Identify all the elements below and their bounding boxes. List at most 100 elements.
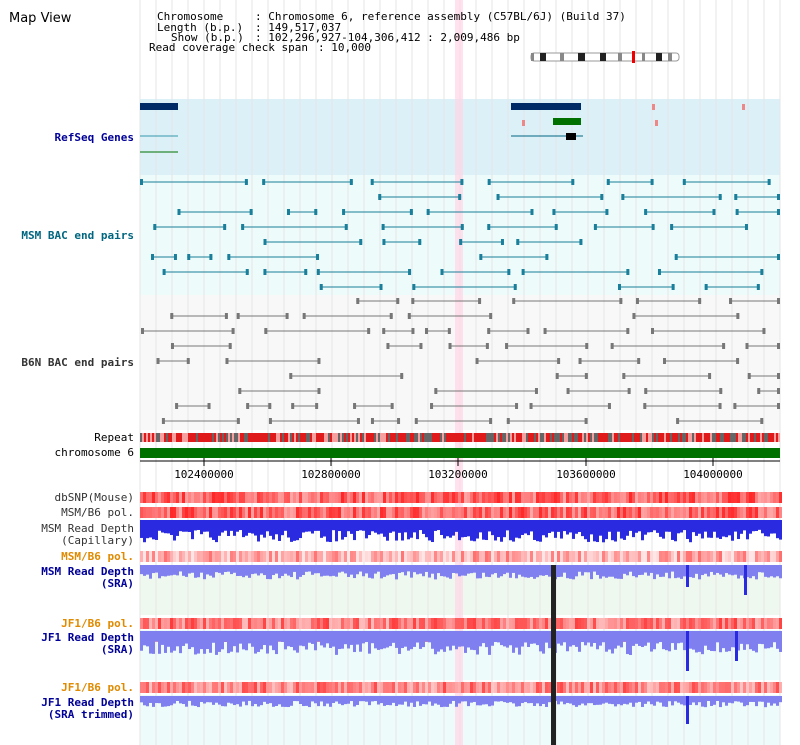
track-label-msm-bac[interactable]: MSM BAC end pairs xyxy=(21,229,134,242)
repeat-bar xyxy=(442,433,444,442)
repeat-bar xyxy=(516,433,518,442)
depth-bar xyxy=(530,565,533,577)
pol-strip xyxy=(290,492,293,503)
depth-bar xyxy=(284,631,287,650)
pol-strip xyxy=(218,618,221,629)
depth-bar xyxy=(362,696,365,702)
track-label-jf1-depth-trimmed[interactable]: JF1 Read Depth xyxy=(41,696,134,709)
repeat-bar xyxy=(240,433,242,442)
track-label-jf1-b6-pol-2[interactable]: JF1/B6 pol. xyxy=(61,681,134,694)
bac-end xyxy=(460,224,464,230)
depth-bar xyxy=(482,631,485,644)
pol-strip xyxy=(314,618,317,629)
repeat-bar xyxy=(416,433,418,442)
bac-end xyxy=(419,343,423,349)
depth-bar xyxy=(533,520,536,540)
pol-strip xyxy=(761,507,764,518)
depth-bar xyxy=(506,565,509,573)
depth-bar xyxy=(422,565,425,577)
repeat-bar xyxy=(616,433,618,442)
track-label-msm-b6-pol-1[interactable]: MSM/B6 pol. xyxy=(61,506,134,519)
depth-bar xyxy=(755,631,758,653)
pol-strip xyxy=(287,618,290,629)
pol-strip xyxy=(395,551,398,562)
pol-strip xyxy=(158,492,161,503)
pol-strip xyxy=(413,618,416,629)
pol-strip xyxy=(272,492,275,503)
pol-strip xyxy=(542,682,545,693)
repeat-bar xyxy=(410,433,412,442)
repeat-bar xyxy=(572,433,574,442)
depth-bar xyxy=(539,565,542,576)
depth-bar xyxy=(521,565,524,577)
bac-end xyxy=(224,313,228,319)
depth-bar xyxy=(404,565,407,576)
depth-bar xyxy=(548,520,551,534)
bac-end xyxy=(207,403,211,409)
repeat-bar xyxy=(618,433,620,442)
depth-bar xyxy=(449,631,452,651)
pol-strip xyxy=(434,551,437,562)
track-label-refseq-genes[interactable]: RefSeq Genes xyxy=(55,131,134,144)
bac-end xyxy=(407,313,411,319)
pol-strip xyxy=(356,618,359,629)
depth-bar xyxy=(623,631,626,642)
bac-end xyxy=(722,343,726,349)
track-label-dbsnp[interactable]: dbSNP(Mouse) xyxy=(55,491,134,504)
depth-bar xyxy=(266,631,269,654)
depth-bar xyxy=(425,631,428,642)
repeat-bar xyxy=(344,433,346,442)
depth-bar xyxy=(140,565,143,575)
depth-bar xyxy=(206,631,209,650)
pol-strip xyxy=(419,551,422,562)
depth-bar xyxy=(395,565,398,580)
track-label-jf1-b6-pol-1[interactable]: JF1/B6 pol. xyxy=(61,617,134,630)
repeat-bar xyxy=(674,433,676,442)
pol-strip xyxy=(557,551,560,562)
pol-strip xyxy=(692,682,695,693)
bac-end xyxy=(236,313,240,319)
repeat-bar xyxy=(492,433,494,442)
track-label-repeat[interactable]: Repeat xyxy=(94,431,134,444)
track-label-msm-depth-sra[interactable]: MSM Read Depth xyxy=(41,565,134,578)
repeat-bar xyxy=(778,433,780,442)
pol-strip xyxy=(683,492,686,503)
pol-strip xyxy=(611,618,614,629)
depth-bar xyxy=(575,631,578,647)
depth-bar xyxy=(443,631,446,652)
pol-strip xyxy=(632,682,635,693)
pol-strip xyxy=(566,682,569,693)
repeat-bar xyxy=(494,433,496,442)
depth-bar xyxy=(335,520,338,542)
repeat-bar xyxy=(300,433,302,442)
repeat-bar xyxy=(430,433,432,442)
pol-strip xyxy=(557,682,560,693)
track-label-b6n-bac[interactable]: B6N BAC end pairs xyxy=(21,356,134,369)
pol-strip xyxy=(251,492,254,503)
pol-strip xyxy=(554,492,557,503)
repeat-bar xyxy=(668,433,670,442)
pol-strip xyxy=(365,682,368,693)
repeat-bar xyxy=(498,433,500,442)
pol-strip xyxy=(236,492,239,503)
depth-bar xyxy=(701,631,704,655)
track-label-jf1-depth-sra[interactable]: JF1 Read Depth xyxy=(41,631,134,644)
depth-bar xyxy=(380,696,383,704)
bac-end xyxy=(584,418,588,424)
chromosome-ideogram[interactable] xyxy=(530,51,680,63)
pol-strip xyxy=(701,618,704,629)
pol-strip xyxy=(533,492,536,503)
pol-strip xyxy=(191,551,194,562)
depth-bar xyxy=(605,565,608,578)
pol-strip xyxy=(398,507,401,518)
bac-end xyxy=(733,403,737,409)
bac-end xyxy=(228,343,232,349)
depth-bar xyxy=(230,520,233,531)
depth-bar xyxy=(149,520,152,538)
pol-strip xyxy=(140,507,143,518)
repeat-bar xyxy=(520,433,522,442)
track-label-msm-b6-pol-2[interactable]: MSM/B6 pol. xyxy=(61,550,134,563)
pol-strip xyxy=(332,507,335,518)
track-label-msm-depth-capillary[interactable]: MSM Read Depth xyxy=(41,522,134,535)
